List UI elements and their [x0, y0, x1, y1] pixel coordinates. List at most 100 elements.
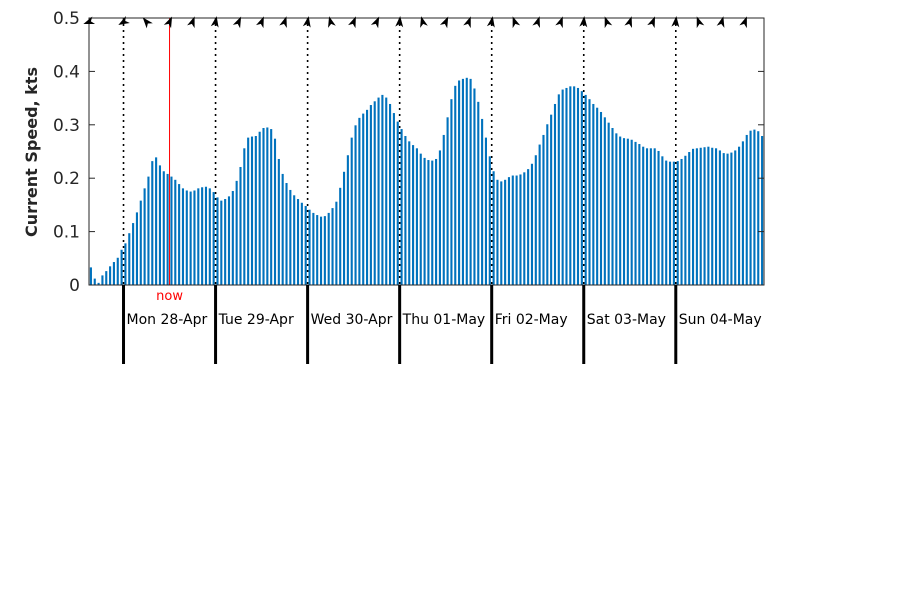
bar: [588, 99, 591, 285]
arrow-head: [463, 16, 471, 29]
arrow-head: [439, 16, 449, 29]
arrow-head: [512, 16, 521, 29]
day-label: Thu 01-May: [402, 312, 486, 328]
arrow-head: [187, 16, 195, 29]
bar: [715, 148, 718, 285]
bar: [143, 188, 146, 285]
bar: [615, 133, 618, 285]
day-lines-layer: [122, 18, 677, 285]
bar: [611, 128, 614, 285]
day-label: Tue 29-Apr: [218, 312, 294, 328]
y-tick-label: 0.2: [53, 169, 80, 189]
bar: [496, 179, 499, 285]
bar: [454, 85, 457, 285]
bar: [527, 169, 530, 285]
bar: [458, 80, 461, 285]
bar: [642, 146, 645, 285]
bar: [507, 177, 511, 285]
bar: [166, 173, 169, 285]
bar: [93, 278, 96, 285]
direction-arrow-icon: [279, 16, 287, 28]
bar: [534, 155, 537, 285]
bar: [385, 97, 388, 285]
direction-arrow-icon: [348, 16, 356, 29]
bar: [446, 117, 449, 285]
bar: [442, 134, 445, 285]
y-tick-label: 0.3: [53, 116, 80, 136]
arrow-head: [210, 16, 219, 28]
arrow-head: [395, 16, 404, 28]
bar: [580, 91, 583, 285]
arrow-head: [555, 16, 563, 29]
arrow-head: [256, 16, 264, 29]
bar: [630, 139, 633, 285]
bar: [216, 197, 219, 285]
bar: [427, 160, 430, 285]
bar: [596, 107, 599, 286]
direction-arrow-icon: [83, 16, 96, 25]
bar: [722, 153, 725, 285]
bar: [576, 87, 580, 285]
bar: [366, 109, 369, 285]
bar: [147, 176, 150, 285]
arrow-head: [420, 16, 428, 28]
bar: [243, 148, 246, 285]
bar: [247, 137, 250, 285]
bar: [619, 136, 622, 285]
bar: [638, 144, 641, 285]
arrow-head: [624, 16, 633, 28]
bar: [435, 158, 438, 285]
bar: [132, 223, 135, 285]
bar: [492, 171, 495, 285]
bar: [316, 215, 319, 285]
bar: [707, 146, 710, 285]
bar: [515, 175, 518, 285]
bar: [273, 138, 277, 285]
bar: [377, 97, 380, 285]
bar: [139, 200, 142, 285]
bar: [258, 131, 261, 285]
bar: [500, 181, 503, 285]
bar: [208, 188, 211, 285]
bar: [469, 78, 472, 285]
plot-frame: [88, 17, 765, 286]
day-label: Sat 03-May: [587, 312, 666, 328]
bar: [101, 275, 104, 285]
bar: [734, 150, 737, 285]
bar: [339, 187, 342, 285]
direction-arrow-icon: [696, 16, 705, 29]
bar: [645, 148, 649, 285]
bar: [300, 202, 303, 285]
bar: [109, 266, 112, 285]
bar: [584, 94, 587, 286]
direction-arrow-icon: [142, 17, 153, 29]
bar: [189, 191, 192, 285]
bar: [128, 233, 131, 285]
bar: [408, 141, 411, 285]
direction-arrow-icon: [420, 16, 428, 28]
bar: [415, 148, 418, 285]
bar: [239, 166, 242, 285]
direction-arrow-icon: [555, 16, 563, 29]
bar: [741, 141, 744, 285]
bar: [400, 129, 403, 285]
bar: [592, 103, 595, 285]
bar: [423, 157, 426, 285]
bar: [162, 171, 165, 285]
bar: [373, 101, 376, 285]
bar: [519, 174, 522, 285]
bar: [649, 148, 652, 285]
arrow-head: [83, 16, 96, 25]
arrow-head: [142, 17, 153, 29]
bar: [197, 188, 200, 285]
bar: [661, 156, 664, 285]
bar: [319, 216, 323, 285]
bar: [116, 257, 119, 285]
bar: [289, 189, 292, 285]
bar: [178, 184, 181, 285]
now-label: now: [156, 289, 183, 304]
bar: [538, 144, 541, 285]
bar: [112, 262, 115, 285]
bar: [312, 212, 315, 285]
bar: [599, 111, 603, 285]
